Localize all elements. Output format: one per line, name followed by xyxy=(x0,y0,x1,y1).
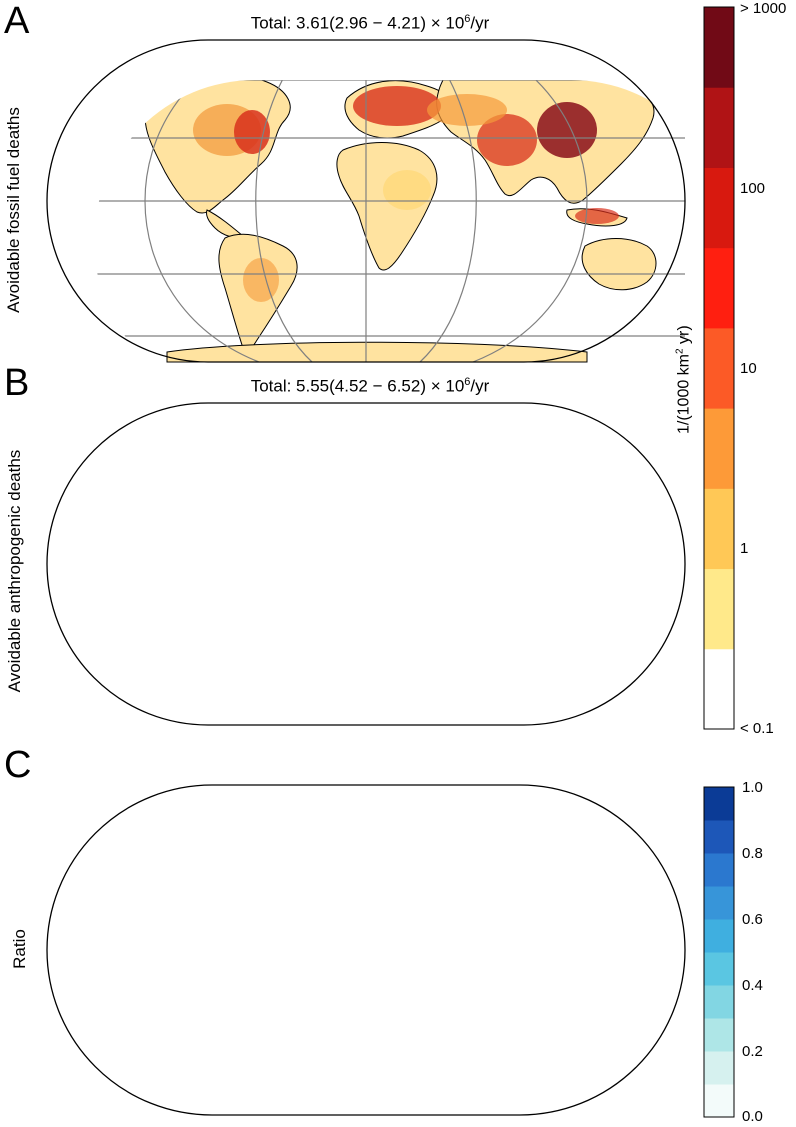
map-panel-a xyxy=(46,39,686,363)
cbar-deaths-block-5 xyxy=(704,247,734,329)
cbar-ratio-tick-10: 1.0 xyxy=(742,779,763,796)
cbar-ratio-block-2 xyxy=(704,1018,734,1052)
cbar-ratio-block-1 xyxy=(704,1051,734,1085)
colorbar-ratio-frame xyxy=(703,786,735,1118)
cbar-ratio-block-0 xyxy=(704,1084,734,1118)
cbar-deaths-block-0 xyxy=(704,648,734,730)
cbar-deaths-tick-10: 10 xyxy=(740,360,757,377)
cbar-ratio-tick-00: 0.0 xyxy=(742,1108,763,1125)
cbar-ratio-block-9 xyxy=(704,787,734,821)
cbar-deaths-tick-1: 1 xyxy=(740,540,749,557)
cbar-deaths-block-2 xyxy=(704,488,734,570)
colorbar-deaths-frame xyxy=(703,6,735,730)
cbar-ratio-block-6 xyxy=(704,886,734,920)
cbar-ratio-block-8 xyxy=(704,820,734,854)
panel-title-a: Total: 3.61(2.96 − 4.21) × 106/yr xyxy=(250,13,490,33)
panel-ylabel-c: Ratio xyxy=(10,929,29,969)
cbar-deaths-tick-1000: > 1000 xyxy=(740,0,787,17)
cbar-ratio-tick-02: 0.2 xyxy=(742,1043,763,1060)
panel-letter-c: C xyxy=(4,744,32,786)
cbar-deaths-block-3 xyxy=(704,408,734,489)
cbar-ratio-tick-06: 0.6 xyxy=(742,911,763,928)
cbar-deaths-tick-100: 100 xyxy=(740,180,766,197)
cbar-deaths-label: 1/(1000 km2 yr) xyxy=(674,325,693,435)
cbar-deaths-block-7 xyxy=(704,87,734,168)
map-panel-c xyxy=(46,784,686,1116)
panel-ylabel-a: Avoidable fossil fuel deaths xyxy=(4,107,23,313)
cbar-ratio-tick-08: 0.8 xyxy=(742,845,763,862)
panel-letter-b: B xyxy=(4,362,30,404)
cbar-deaths-block-4 xyxy=(704,327,734,409)
colorbar-deaths xyxy=(704,7,734,730)
cbar-ratio-block-3 xyxy=(704,985,734,1019)
panel-title-b: Total: 5.55(4.52 − 6.52) × 106/yr xyxy=(250,376,490,396)
panel-ylabel-b: Avoidable anthropogenic deaths xyxy=(5,449,24,693)
cbar-ratio-block-7 xyxy=(704,853,734,887)
cbar-ratio-block-5 xyxy=(704,919,734,953)
panel-letter-a: A xyxy=(4,0,30,42)
cbar-deaths-tick-01: < 0.1 xyxy=(740,720,774,737)
colorbar-ratio xyxy=(704,787,734,1118)
cbar-deaths-block-6 xyxy=(704,167,734,249)
map-panel-b xyxy=(46,402,686,726)
cbar-deaths-block-8 xyxy=(704,7,734,88)
cbar-deaths-block-1 xyxy=(704,568,734,650)
cbar-ratio-tick-04: 0.4 xyxy=(742,977,763,994)
cbar-ratio-block-4 xyxy=(704,952,734,986)
